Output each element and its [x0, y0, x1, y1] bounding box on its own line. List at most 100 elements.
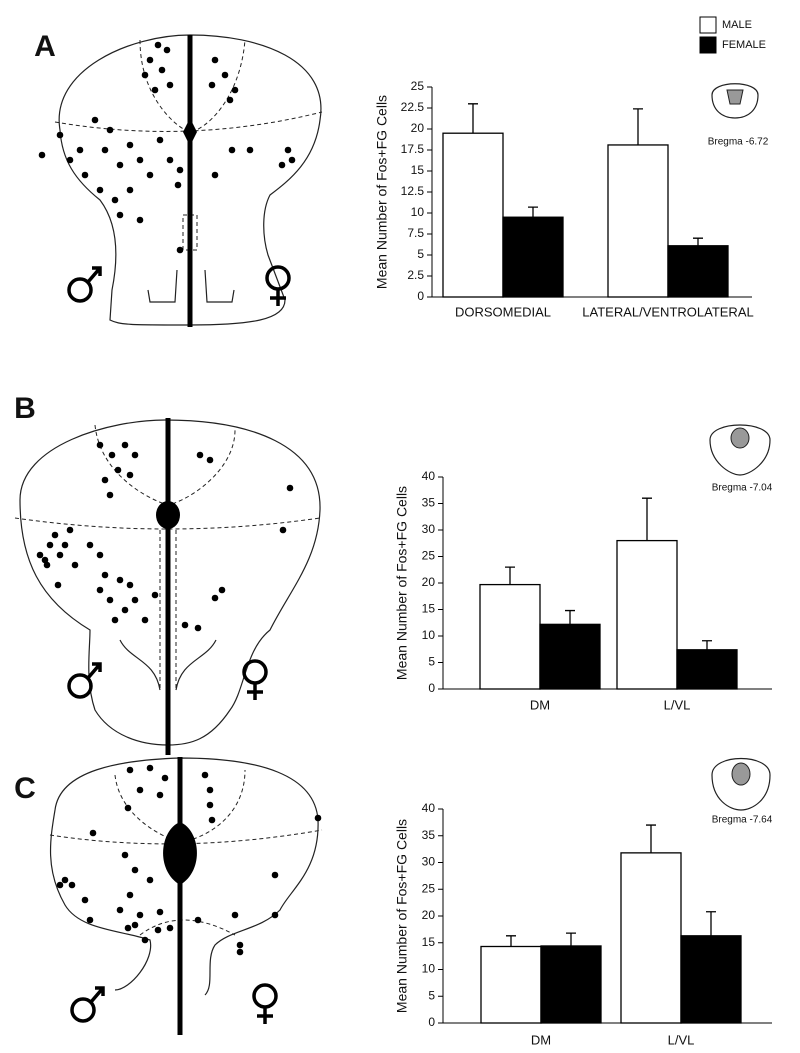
- y-tick-label: 12.5: [401, 184, 425, 198]
- cell-dot: [154, 926, 162, 934]
- cell-dot: [181, 621, 189, 629]
- cell-dot: [206, 786, 214, 794]
- cell-dot: [96, 186, 104, 194]
- cell-dot: [126, 141, 134, 149]
- cell-dot: [284, 146, 292, 154]
- cell-dot: [61, 876, 69, 884]
- cell-dot: [156, 908, 164, 916]
- cell-dot: [51, 531, 59, 539]
- cell-dot: [124, 924, 132, 932]
- cell-dot: [146, 764, 154, 772]
- panel-label: B: [14, 392, 36, 425]
- cell-dot: [101, 571, 109, 579]
- cell-dot: [161, 774, 169, 782]
- cell-dot: [71, 561, 79, 569]
- cell-dot: [226, 96, 234, 104]
- cell-dot: [176, 246, 184, 254]
- cell-dot: [231, 86, 239, 94]
- cell-dot: [131, 451, 139, 459]
- cell-dot: [81, 171, 89, 179]
- cell-dot: [228, 146, 236, 154]
- panel-label: A: [34, 30, 56, 63]
- y-tick-label: 5: [428, 655, 435, 669]
- cell-dot: [56, 131, 64, 139]
- cell-dot: [196, 451, 204, 459]
- cell-dot: [116, 576, 124, 584]
- y-tick-label: 30: [422, 522, 436, 536]
- y-tick-label: 40: [422, 801, 436, 815]
- cell-dot: [151, 591, 159, 599]
- x-tick-label: DM: [530, 697, 550, 712]
- legend-swatch: [699, 36, 717, 54]
- error-bar: [565, 609, 575, 625]
- cell-dot: [288, 156, 296, 164]
- error-bar: [566, 932, 576, 946]
- x-tick-label: LATERAL/VENTROLATERAL: [582, 304, 753, 319]
- bar: [442, 132, 504, 298]
- annotation: Bregma -7.04: [712, 483, 773, 494]
- cell-dot: [126, 581, 134, 589]
- cell-dot: [96, 441, 104, 449]
- cell-dot: [208, 81, 216, 89]
- error-bar: [506, 935, 516, 947]
- y-tick-label: 10: [422, 962, 436, 976]
- cell-dot: [38, 151, 46, 159]
- cell-dot: [314, 814, 322, 822]
- cell-dot: [136, 156, 144, 164]
- cell-dot: [211, 171, 219, 179]
- cell-dot: [46, 541, 54, 549]
- cell-dot: [131, 866, 139, 874]
- bar: [502, 216, 564, 298]
- bar: [539, 623, 601, 690]
- cell-dot: [131, 596, 139, 604]
- cell-dot: [279, 526, 287, 534]
- cell-dot: [236, 941, 244, 949]
- y-tick-label: 40: [422, 469, 436, 483]
- cell-dot: [86, 916, 94, 924]
- y-tick-label: 5: [417, 247, 424, 261]
- brain-section-a: [54, 34, 323, 327]
- x-tick-label: L/VL: [668, 1032, 695, 1047]
- y-tick-label: 35: [422, 496, 436, 510]
- y-tick-label: 10: [422, 628, 436, 642]
- panel-label: C: [14, 772, 36, 805]
- cell-dot: [146, 171, 154, 179]
- cell-dot: [96, 586, 104, 594]
- x-tick-label: DM: [531, 1032, 551, 1047]
- cell-dot: [156, 791, 164, 799]
- error-bar: [468, 103, 478, 134]
- legend-label: FEMALE: [722, 39, 766, 51]
- cell-dot: [66, 156, 74, 164]
- cell-dot: [91, 116, 99, 124]
- y-tick-label: 22.5: [401, 100, 425, 114]
- cell-dot: [66, 526, 74, 534]
- bar: [540, 945, 602, 1024]
- bar: [480, 945, 542, 1024]
- cell-dot: [116, 906, 124, 914]
- error-bar: [633, 108, 643, 145]
- y-tick-label: 25: [422, 549, 436, 563]
- cell-dot: [231, 911, 239, 919]
- cell-dot: [126, 766, 134, 774]
- bar: [620, 852, 682, 1024]
- error-bar: [528, 206, 538, 218]
- error-bar: [706, 911, 716, 936]
- y-tick-label: 35: [422, 828, 436, 842]
- legend-swatch: [699, 16, 717, 34]
- cell-dot: [56, 551, 64, 559]
- cell-dot: [271, 871, 279, 879]
- x-tick-label: L/VL: [664, 697, 691, 712]
- cell-dot: [194, 624, 202, 632]
- y-tick-label: 0: [428, 681, 435, 695]
- cell-dot: [166, 924, 174, 932]
- cell-dot: [211, 594, 219, 602]
- cell-dot: [208, 816, 216, 824]
- cell-dot: [136, 216, 144, 224]
- cell-dot: [174, 181, 182, 189]
- cell-dot: [43, 561, 51, 569]
- cell-dot: [141, 936, 149, 944]
- cell-dot: [206, 801, 214, 809]
- y-axis-label: Mean Number of Fos+FG Cells: [394, 486, 410, 680]
- bregma-icons: [709, 83, 771, 811]
- cell-dot: [141, 71, 149, 79]
